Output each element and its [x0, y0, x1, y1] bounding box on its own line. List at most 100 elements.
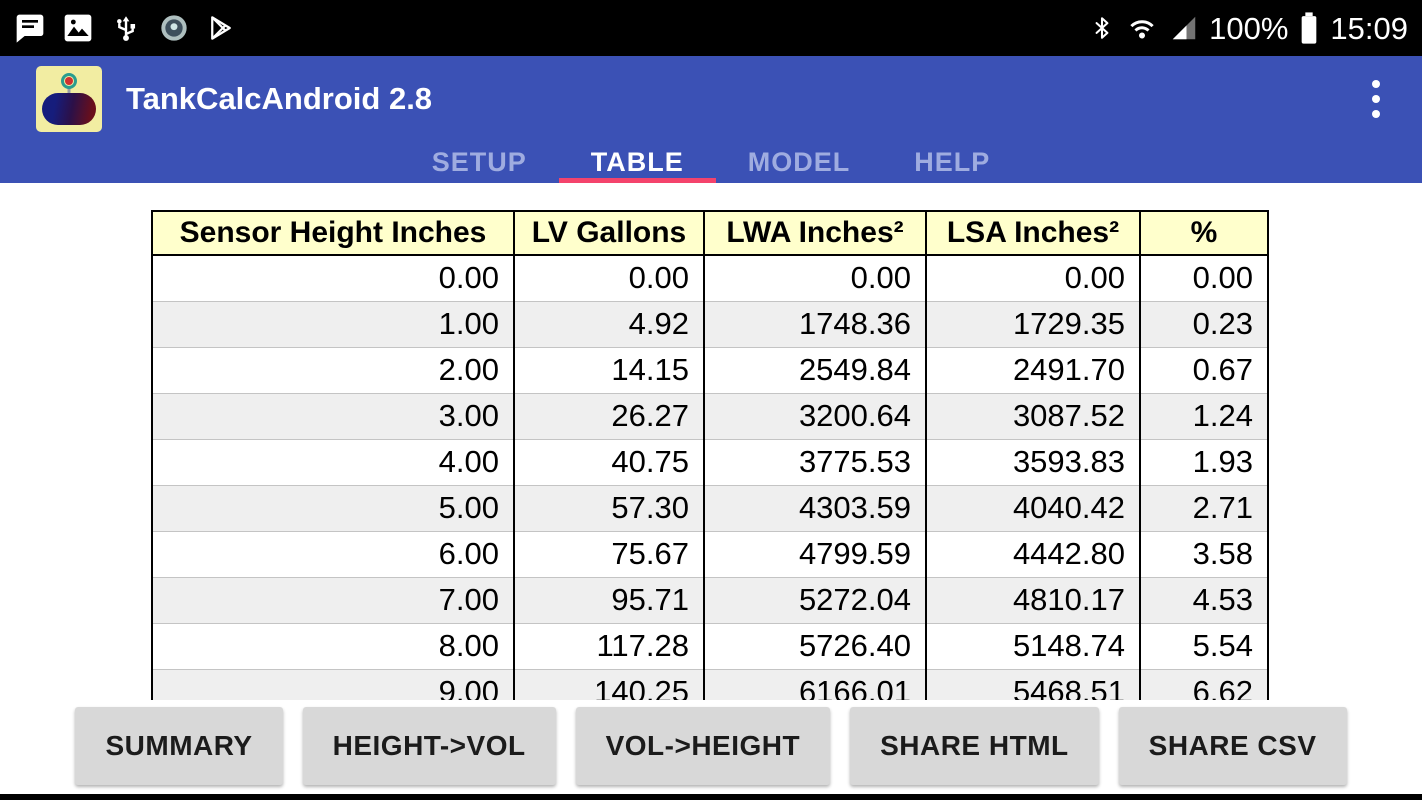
tab-table[interactable]: TABLE: [558, 142, 716, 183]
table-cell: 5148.74: [925, 622, 1141, 669]
share-html-button[interactable]: SHARE HTML: [850, 707, 1099, 785]
gallery-icon: [62, 12, 94, 44]
table-cell: 2491.70: [925, 346, 1141, 393]
table-cell: 3593.83: [925, 438, 1141, 485]
table-cell: 1.24: [1139, 392, 1269, 439]
wifi-icon: [1125, 13, 1159, 43]
table-cell: 5.54: [1139, 622, 1269, 669]
status-bar: 100% 15:09: [0, 0, 1422, 56]
table-cell: 5.00: [151, 484, 515, 531]
table-cell: 8.00: [151, 622, 515, 669]
bottom-strip: [0, 794, 1422, 800]
table-cell: 14.15: [513, 346, 705, 393]
table-cell: 117.28: [513, 622, 705, 669]
table-row: 1.00 4.92 1748.36 1729.35 0.23: [151, 300, 1269, 347]
table-cell: 3.58: [1139, 530, 1269, 577]
table-cell: 4303.59: [703, 484, 927, 531]
table-cell: 6.00: [151, 530, 515, 577]
vol-height-button[interactable]: VOL->HEIGHT: [575, 707, 831, 785]
status-bar-system: 100% 15:09: [1089, 10, 1408, 46]
sms-icon: [14, 12, 46, 44]
button-bar: SUMMARY HEIGHT->VOL VOL->HEIGHT SHARE HTML S…: [0, 707, 1422, 785]
app-bar: TankCalcAndroid 2.8 SETUP TABLE MODEL HE…: [0, 56, 1422, 183]
play-store-icon: [206, 12, 236, 44]
table-row: 6.00 75.67 4799.59 4442.80 3.58: [151, 530, 1269, 577]
table-cell: 2549.84: [703, 346, 927, 393]
table-cell: 4810.17: [925, 576, 1141, 623]
clock: 15:09: [1330, 10, 1408, 46]
tab-bar: SETUP TABLE MODEL HELP: [0, 142, 1422, 183]
bluetooth-icon: [1089, 12, 1115, 44]
table-row: 3.00 26.27 3200.64 3087.52 1.24: [151, 392, 1269, 439]
table-cell: 4442.80: [925, 530, 1141, 577]
signal-icon: [1169, 13, 1199, 43]
table-cell: 5272.04: [703, 576, 927, 623]
tab-setup[interactable]: SETUP: [431, 147, 527, 177]
column-header: %: [1139, 210, 1269, 256]
column-header: LV Gallons: [513, 210, 705, 256]
table-cell: 3775.53: [703, 438, 927, 485]
table-cell: 140.25: [513, 668, 705, 700]
table-body: 0.00 0.00 0.00 0.00 0.00 1.00 4.92 1748.36 1729.…: [151, 254, 1269, 700]
table-cell: 0.00: [925, 254, 1141, 301]
table-row: 4.00 40.75 3775.53 3593.83 1.93: [151, 438, 1269, 485]
table-row: 0.00 0.00 0.00 0.00 0.00: [151, 254, 1269, 301]
table-cell: 0.23: [1139, 300, 1269, 347]
table-cell: 2.00: [151, 346, 515, 393]
table-cell: 1.00: [151, 300, 515, 347]
app-notification-icon: [158, 12, 190, 44]
table-cell: 6166.01: [703, 668, 927, 700]
tab-help[interactable]: HELP: [914, 147, 991, 177]
table-cell: 26.27: [513, 392, 705, 439]
app-title: TankCalcAndroid 2.8: [126, 81, 433, 116]
table-cell: 4799.59: [703, 530, 927, 577]
table-scroll-area[interactable]: Sensor Height Inches LV Gallons LWA Inches…: [151, 210, 1271, 700]
overflow-menu-icon[interactable]: [1358, 70, 1394, 128]
table-cell: 40.75: [513, 438, 705, 485]
table-row: 8.00 117.28 5726.40 5148.74 5.54: [151, 622, 1269, 669]
column-header: Sensor Height Inches: [151, 210, 515, 256]
tank-table: Sensor Height Inches LV Gallons LWA Inches…: [151, 210, 1269, 700]
table-row: 7.00 95.71 5272.04 4810.17 4.53: [151, 576, 1269, 623]
table-cell: 0.00: [703, 254, 927, 301]
table-cell: 3087.52: [925, 392, 1141, 439]
status-bar-notifications: [14, 12, 236, 44]
table-cell: 4.00: [151, 438, 515, 485]
table-cell: 4.92: [513, 300, 705, 347]
table-cell: 0.00: [1139, 254, 1269, 301]
table-header-row: Sensor Height Inches LV Gallons LWA Inches…: [151, 210, 1269, 256]
table-row: 9.00 140.25 6166.01 5468.51 6.62: [151, 668, 1269, 700]
table-cell: 0.00: [151, 254, 515, 301]
table-cell: 4.53: [1139, 576, 1269, 623]
table-cell: 75.67: [513, 530, 705, 577]
battery-percentage: 100%: [1209, 10, 1289, 46]
app-icon: [36, 66, 102, 132]
table-cell: 0.00: [513, 254, 705, 301]
table-cell: 3200.64: [703, 392, 927, 439]
table-cell: 4040.42: [925, 484, 1141, 531]
battery-icon: [1298, 10, 1320, 46]
table-cell: 1.93: [1139, 438, 1269, 485]
table-row: 2.00 14.15 2549.84 2491.70 0.67: [151, 346, 1269, 393]
table-cell: 9.00: [151, 668, 515, 700]
column-header: LSA Inches²: [925, 210, 1141, 256]
table-row: 5.00 57.30 4303.59 4040.42 2.71: [151, 484, 1269, 531]
height-vol-button[interactable]: HEIGHT->VOL: [302, 707, 556, 785]
share-csv-button[interactable]: SHARE CSV: [1118, 707, 1347, 785]
content-area: Sensor Height Inches LV Gallons LWA Inches…: [0, 183, 1422, 800]
table-cell: 57.30: [513, 484, 705, 531]
table-cell: 6.62: [1139, 668, 1269, 700]
table-cell: 7.00: [151, 576, 515, 623]
tab-model[interactable]: MODEL: [747, 147, 851, 177]
summary-button[interactable]: SUMMARY: [75, 707, 283, 785]
column-header: LWA Inches²: [703, 210, 927, 256]
table-cell: 2.71: [1139, 484, 1269, 531]
table-cell: 5726.40: [703, 622, 927, 669]
table-cell: 1748.36: [703, 300, 927, 347]
table-cell: 0.67: [1139, 346, 1269, 393]
table-cell: 5468.51: [925, 668, 1141, 700]
table-cell: 3.00: [151, 392, 515, 439]
table-cell: 95.71: [513, 576, 705, 623]
table-cell: 1729.35: [925, 300, 1141, 347]
